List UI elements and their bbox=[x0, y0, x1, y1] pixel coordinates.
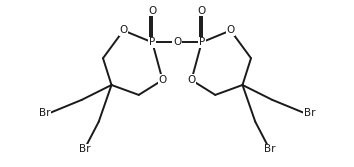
Text: P: P bbox=[149, 37, 155, 47]
Text: Br: Br bbox=[264, 144, 275, 154]
Text: O: O bbox=[158, 75, 167, 85]
Text: O: O bbox=[173, 37, 181, 47]
Text: O: O bbox=[119, 25, 127, 35]
Text: O: O bbox=[148, 6, 156, 16]
Text: O: O bbox=[187, 75, 196, 85]
Text: Br: Br bbox=[39, 108, 50, 118]
Text: Br: Br bbox=[304, 108, 315, 118]
Text: P: P bbox=[199, 37, 205, 47]
Text: O: O bbox=[227, 25, 235, 35]
Text: O: O bbox=[198, 6, 206, 16]
Text: Br: Br bbox=[79, 144, 90, 154]
